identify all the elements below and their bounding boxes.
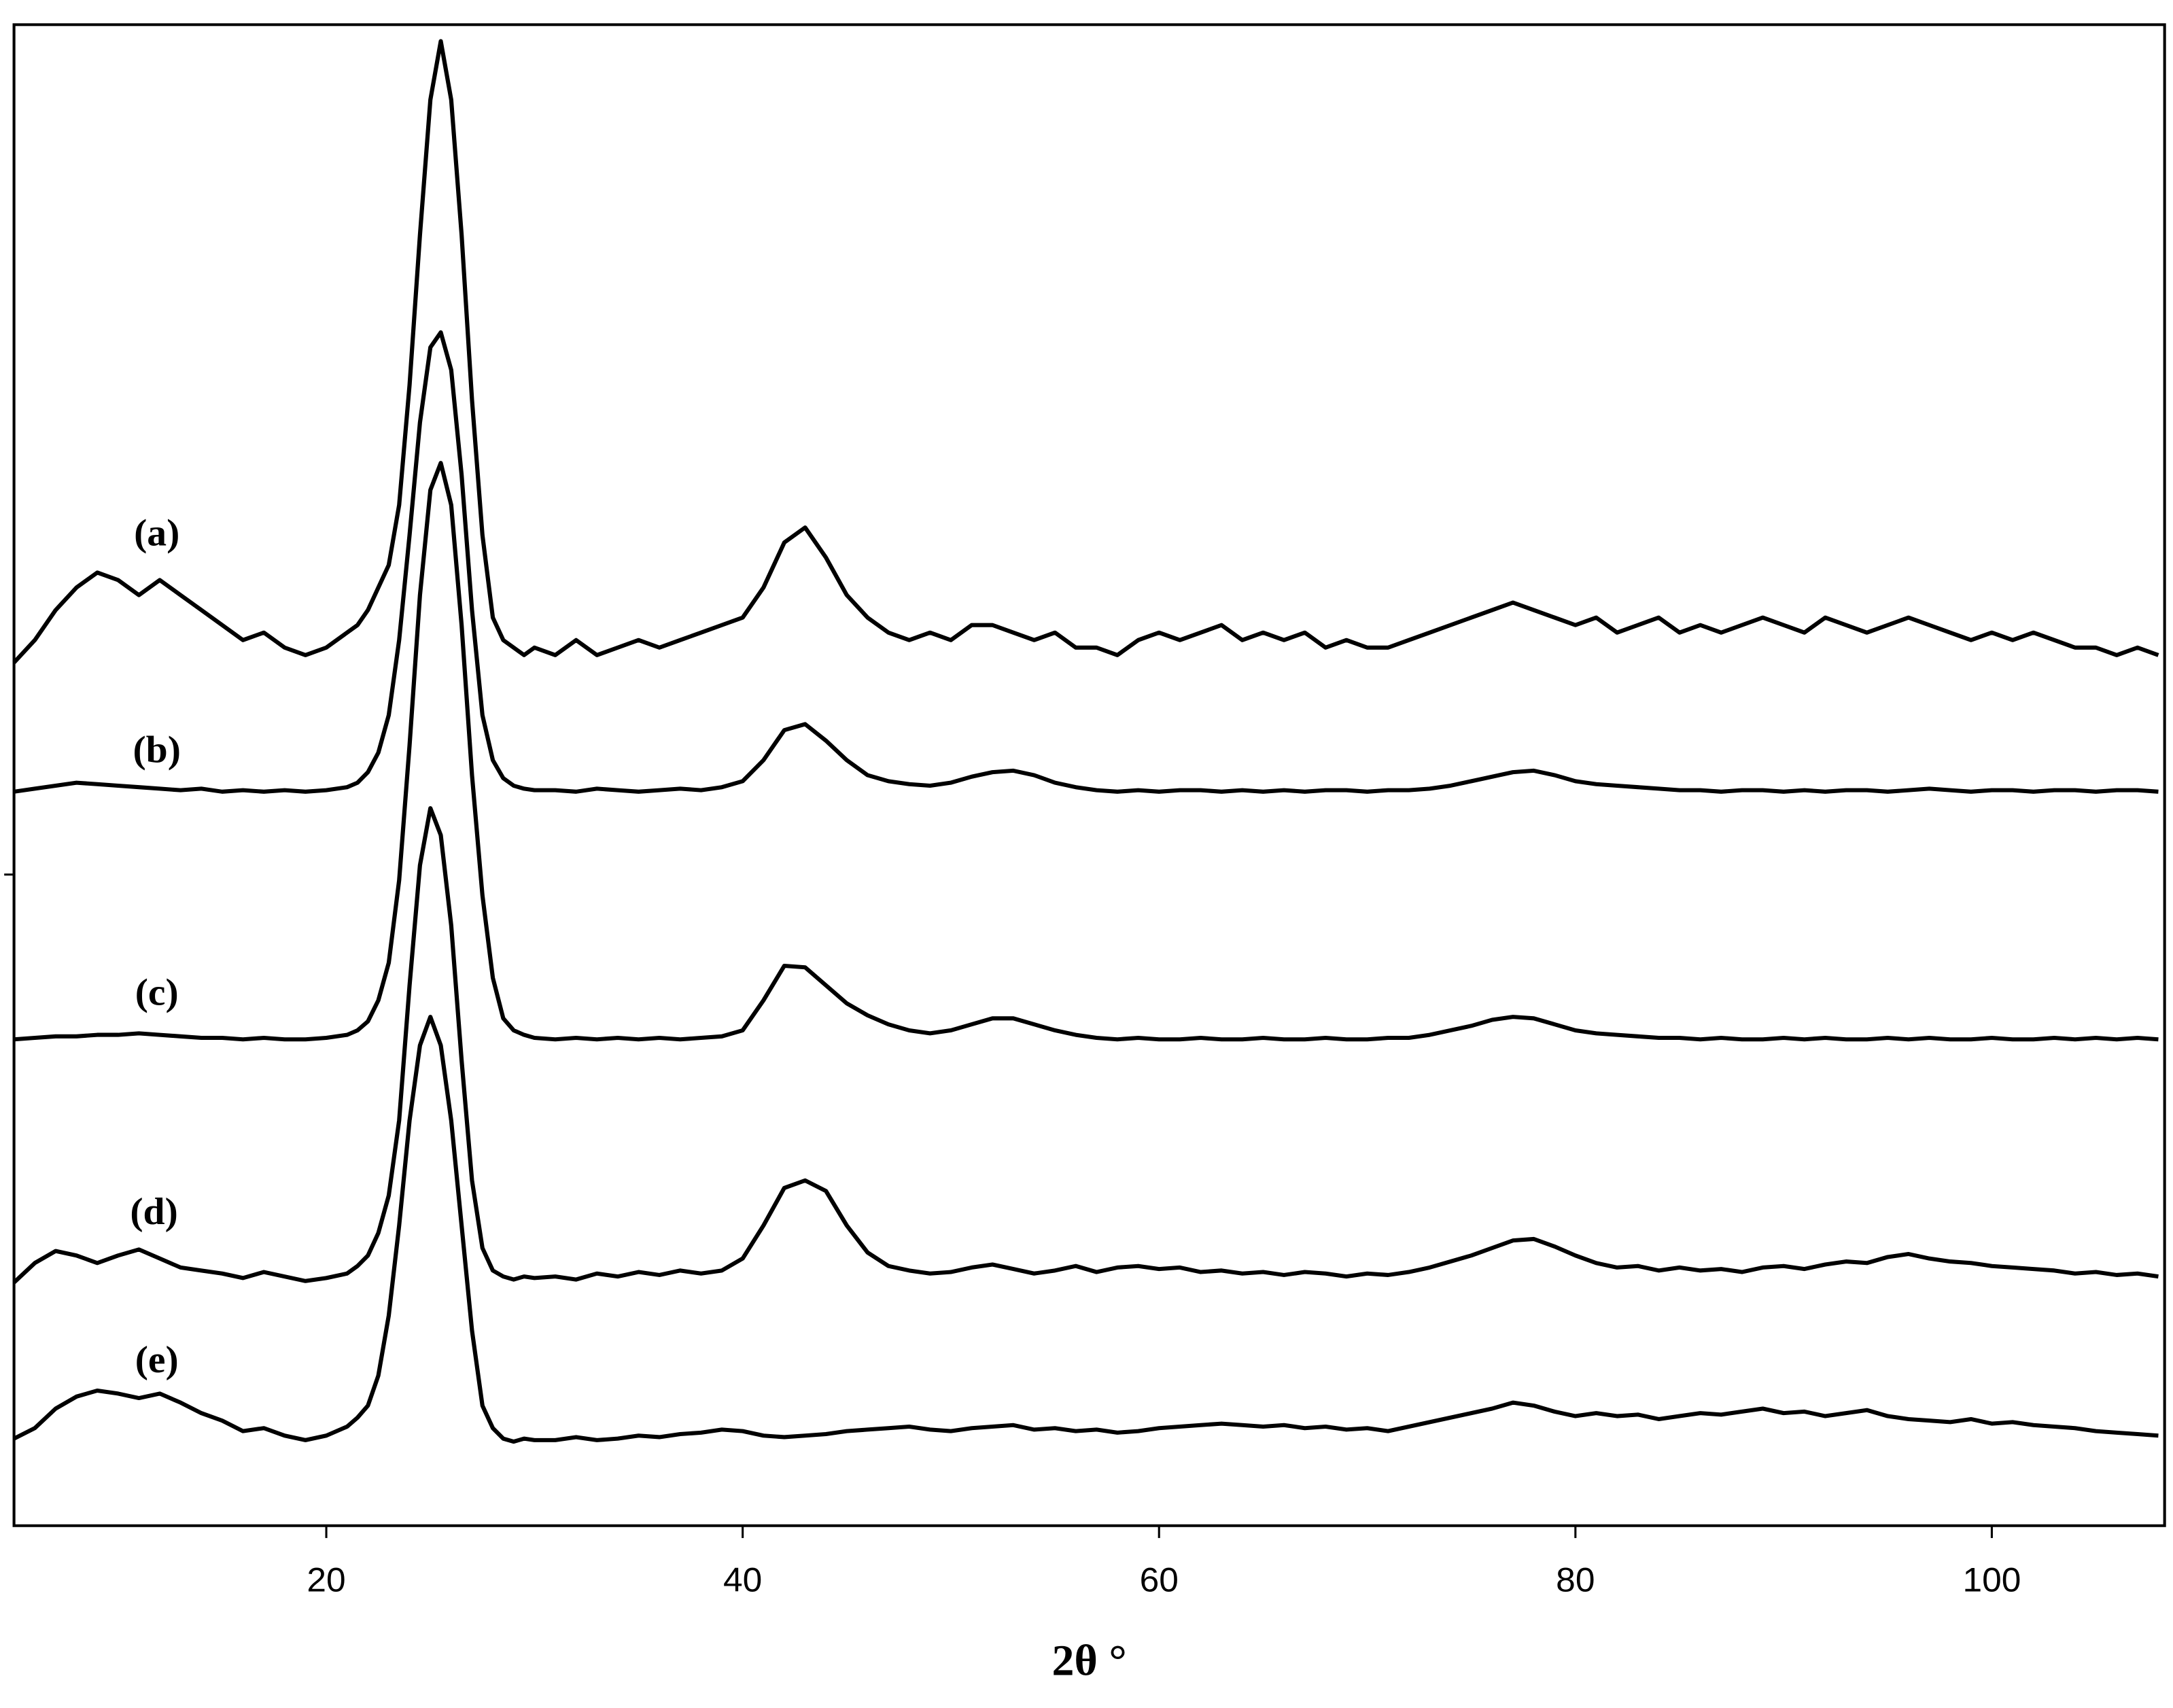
series-label: (e) <box>135 1338 179 1380</box>
x-tick-label: 40 <box>723 1561 762 1599</box>
series-label: (c) <box>135 971 179 1013</box>
series-line <box>14 461 2159 1042</box>
series-line <box>12 39 2159 664</box>
series-line <box>12 806 2159 1285</box>
x-axis-label: 2θ ° <box>1052 1637 1127 1685</box>
x-tick-label: 20 <box>307 1561 345 1599</box>
x-tick-label: 80 <box>1556 1561 1595 1599</box>
plot-frame <box>12 23 2166 1527</box>
series-label: (b) <box>133 729 180 771</box>
x-tick-label: 100 <box>1962 1561 2021 1599</box>
series-line <box>13 1015 2159 1444</box>
series-line <box>14 330 2159 794</box>
x-tick-label: 60 <box>1140 1561 1179 1599</box>
series-label: (a) <box>134 512 179 554</box>
series-label: (d) <box>130 1191 177 1233</box>
